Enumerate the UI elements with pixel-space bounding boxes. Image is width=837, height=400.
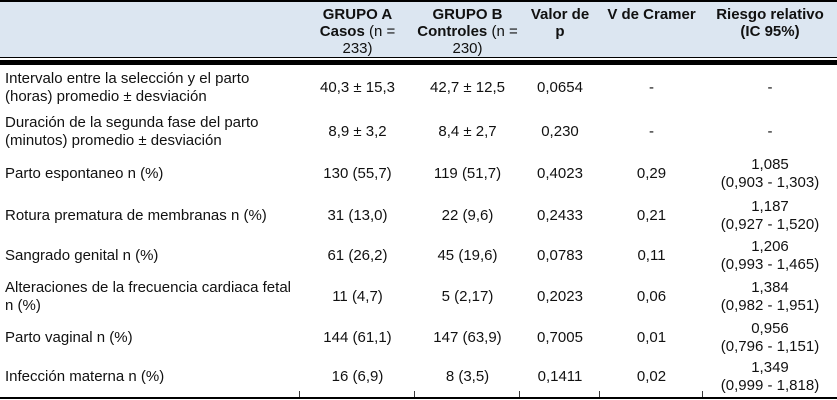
cell-v-cramer: 0,01 [636, 329, 667, 346]
cell-riesgo-relativo: 1,085 (0,903 - 1,303) [703, 156, 837, 192]
rr-value: 1,206 [751, 237, 789, 255]
cell-valor-p: 0,7005 [537, 329, 583, 346]
header-grupo-a-title: GRUPO A [322, 6, 393, 23]
header-grupo-a-subtitle: Casos (n = [319, 23, 396, 40]
rr-confidence-interval: (0,927 - 1,520) [720, 215, 820, 233]
header-grupo-b-title: GRUPO B [432, 6, 503, 23]
rr-confidence-interval: (0,903 - 1,303) [720, 174, 820, 191]
header-grupo-b-subtitle: Controles (n = [417, 23, 518, 40]
cell-v-cramer: - [649, 78, 654, 96]
table-header: GRUPO A Casos (n = 233) GRUPO B Controle… [0, 0, 837, 58]
rr-value: 1,187 [751, 197, 789, 215]
row-label: Alteraciones de la frecuencia cardiaca f… [5, 278, 291, 314]
column-tick [702, 391, 703, 397]
rr-confidence-interval: (0,796 - 1,151) [720, 338, 820, 355]
row-label: Parto espontaneo n (%) [5, 165, 164, 182]
cell-grupo-b: 45 (19,6) [437, 246, 498, 264]
cell-riesgo-relativo: - [703, 123, 837, 141]
cell-riesgo-relativo: 1,206 (0,993 - 1,465) [703, 238, 837, 274]
column-tick [299, 391, 300, 397]
cell-valor-p: 0,0654 [537, 78, 583, 96]
cell-grupo-a: 40,3 ± 15,3 [320, 78, 395, 96]
rr-value: - [767, 122, 773, 140]
header-empty-label-col [0, 2, 300, 57]
cell-valor-p: 0,2433 [537, 206, 583, 224]
table-row: Sangrado genital n (%) 61 (26,2) 45 (19,6)… [0, 236, 837, 275]
table-row: Alteraciones de la frecuencia cardiaca f… [0, 275, 837, 318]
header-valor-p: Valor de p [530, 6, 590, 40]
cell-grupo-a: 11 (4,7) [332, 287, 383, 305]
rr-confidence-interval: (0,982 - 1,951) [720, 296, 820, 314]
rr-value: 1,384 [751, 278, 789, 296]
cell-riesgo-relativo: 1,349 (0,999 - 1,818) [703, 359, 837, 395]
row-label: Rotura prematura de membranas n (%) [5, 206, 267, 224]
rr-confidence-interval: (0,993 - 1,465) [720, 255, 820, 273]
row-label: Infección materna n (%) [5, 368, 165, 385]
table-body: Intervalo entre la selección y el parto … [0, 65, 837, 396]
header-grupo-a: GRUPO A Casos (n = 233) [300, 2, 415, 57]
cell-grupo-a: 144 (61,1) [323, 329, 392, 346]
cell-grupo-a: 31 (13,0) [327, 206, 388, 224]
header-v-cramer: V de Cramer [607, 6, 696, 23]
rr-value: - [767, 78, 773, 96]
cell-grupo-b: 22 (9,6) [441, 206, 494, 224]
table-row: Infección materna n (%) 16 (6,9) 8 (3,5) 0,… [0, 358, 837, 396]
cell-grupo-b: 5 (2,17) [441, 287, 494, 305]
cell-grupo-b: 42,7 ± 12,5 [430, 78, 505, 96]
cell-valor-p: 0,230 [541, 122, 579, 140]
cell-v-cramer: 0,06 [636, 287, 667, 305]
cell-valor-p: 0,0783 [537, 246, 583, 264]
cell-v-cramer: 0,11 [637, 246, 666, 264]
cell-grupo-b: 147 (63,9) [433, 329, 502, 346]
rr-value: 1,349 [751, 359, 789, 376]
cell-grupo-b: 8 (3,5) [445, 368, 490, 385]
cell-grupo-a: 8,9 ± 3,2 [328, 122, 387, 140]
rr-value: 1,085 [751, 156, 789, 173]
row-label: Duración de la segunda fase del parto (m… [5, 113, 259, 149]
table-row: Duración de la segunda fase del parto (m… [0, 110, 837, 153]
cell-grupo-b: 119 (51,7) [433, 165, 502, 182]
cell-riesgo-relativo: 1,384 (0,982 - 1,951) [703, 279, 837, 315]
table-bottom-border [0, 391, 837, 399]
cell-valor-p: 0,2023 [537, 287, 583, 305]
header-grupo-b: GRUPO B Controles (n = 230) [415, 2, 520, 57]
cell-riesgo-relativo: - [703, 79, 837, 97]
column-tick [519, 391, 520, 397]
rr-confidence-interval: (0,999 - 1,818) [720, 377, 820, 394]
cell-v-cramer: 0,21 [636, 206, 667, 224]
cell-grupo-a: 16 (6,9) [331, 368, 384, 385]
rr-value: 0,956 [751, 320, 789, 337]
table-row: Rotura prematura de membranas n (%) 31 (1… [0, 195, 837, 236]
row-label: Intervalo entre la selección y el parto … [5, 69, 250, 105]
cell-v-cramer: 0,29 [636, 165, 667, 182]
header-grupo-b-n: 230) [452, 40, 483, 57]
cell-v-cramer: - [649, 122, 654, 140]
cell-valor-p: 0,4023 [537, 165, 583, 182]
cell-grupo-a: 130 (55,7) [323, 165, 392, 182]
cell-riesgo-relativo: 1,187 (0,927 - 1,520) [703, 198, 837, 234]
cell-grupo-a: 61 (26,2) [327, 246, 388, 264]
row-label: Parto vaginal n (%) [5, 329, 133, 346]
table-row: Parto vaginal n (%) 144 (61,1) 147 (63,9) 0… [0, 318, 837, 358]
table-row: Intervalo entre la selección y el parto … [0, 65, 837, 110]
header-grupo-a-n: 233) [342, 40, 373, 57]
header-thick-divider [0, 60, 837, 65]
header-riesgo-relativo: Riesgo relativo (IC 95%) [716, 6, 824, 40]
cell-riesgo-relativo: 0,956 (0,796 - 1,151) [703, 320, 837, 356]
column-tick [414, 391, 415, 397]
row-label: Sangrado genital n (%) [5, 246, 159, 264]
cell-grupo-b: 8,4 ± 2,7 [438, 122, 497, 140]
table-row: Parto espontaneo n (%) 130 (55,7) 119 (51,… [0, 153, 837, 195]
cell-v-cramer: 0,02 [636, 368, 667, 385]
column-tick [599, 391, 600, 397]
cell-valor-p: 0,1411 [537, 368, 583, 385]
